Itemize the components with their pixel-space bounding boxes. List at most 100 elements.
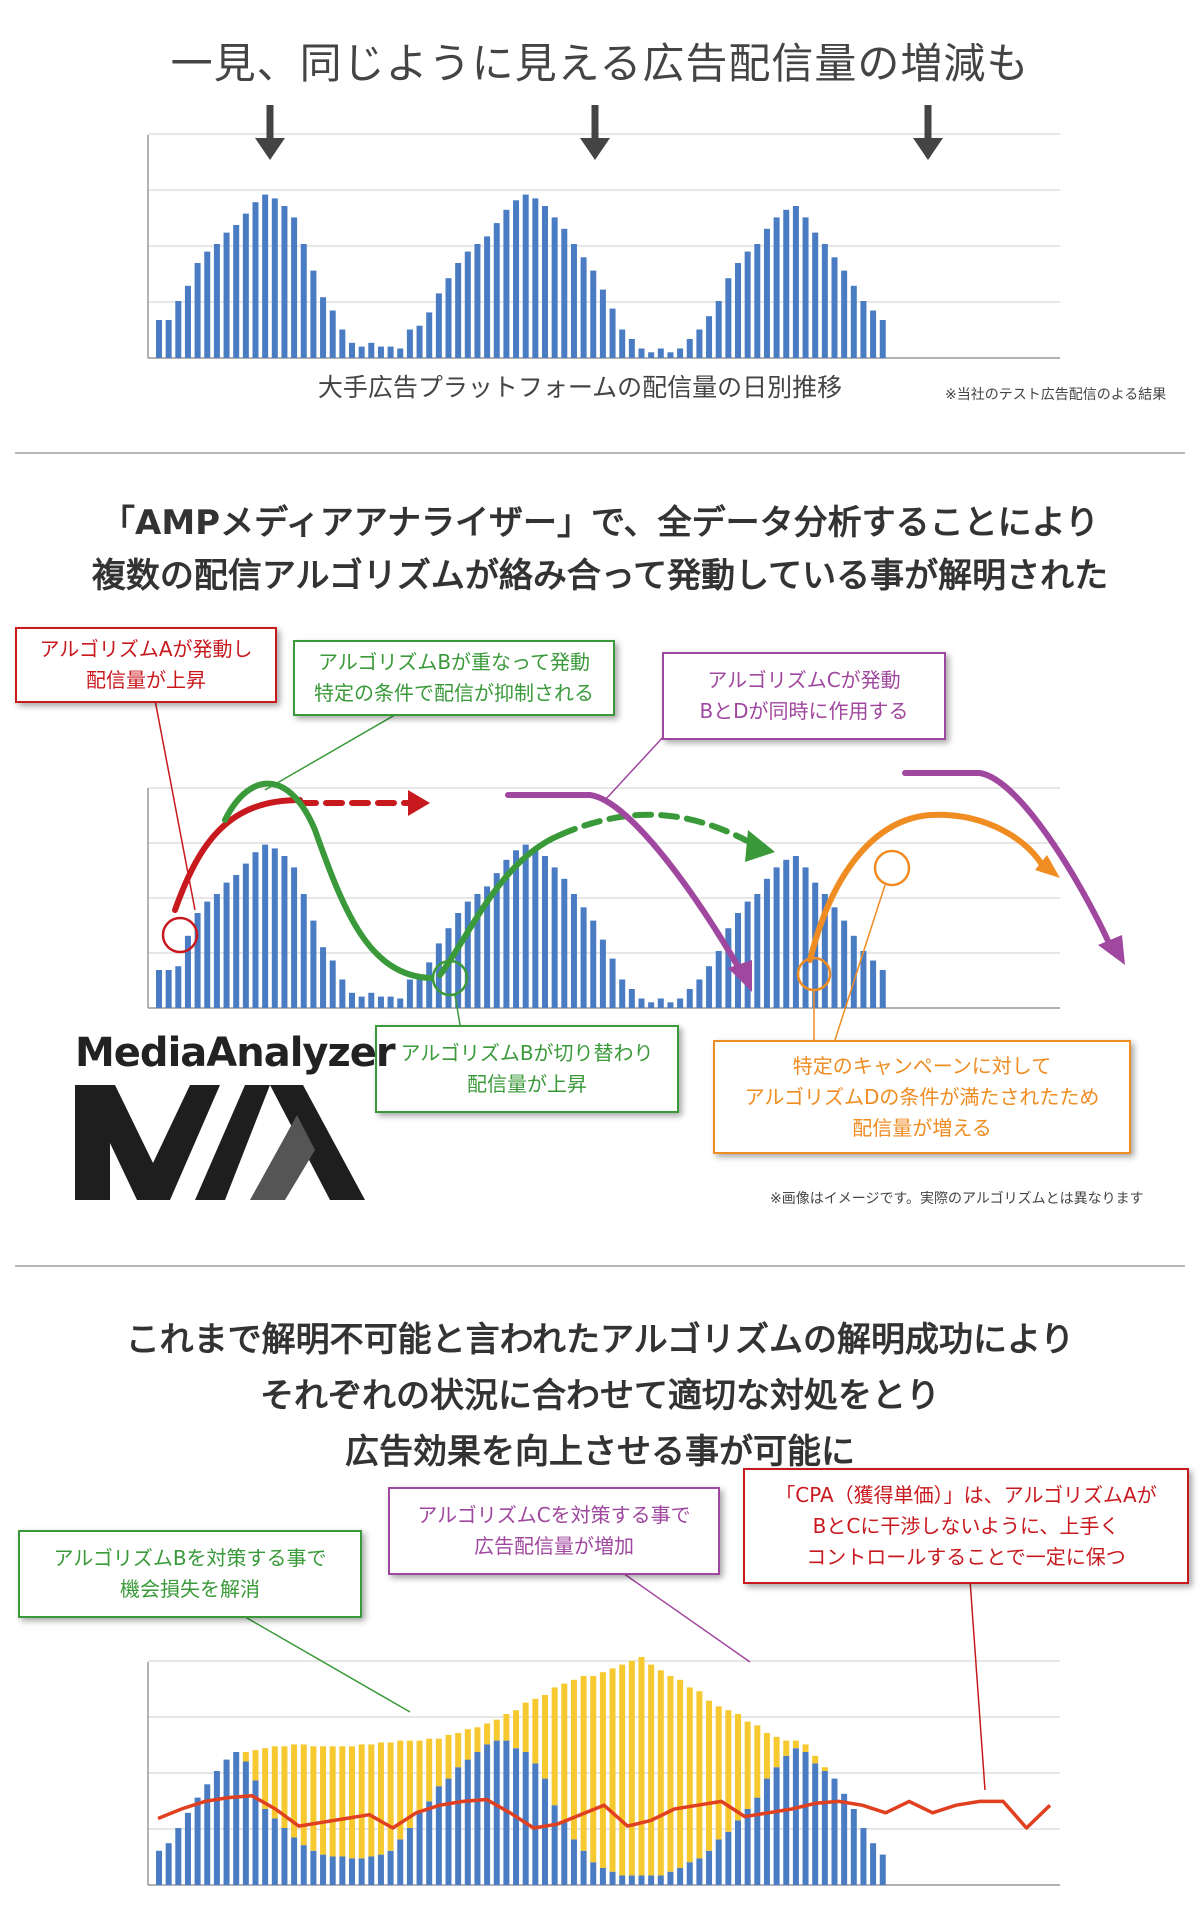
chart3-yellow-bar: [542, 1695, 548, 1779]
chart2-bar: [493, 873, 500, 1008]
algorithm-b-curve: [222, 780, 433, 981]
chart1-bar: [156, 320, 162, 358]
callout-algorithm-a-line2: 配信量が上昇: [86, 668, 206, 692]
chart3-yellow-bar: [580, 1676, 587, 1851]
callout-algorithm-d: 特定のキャンペーンに対して アルゴリズムDの条件が満たされたため 配信量が増える: [713, 1040, 1131, 1154]
chart3-blue-bar: [455, 1767, 462, 1885]
chart1-bar: [406, 329, 413, 358]
chart3-blue-bar: [580, 1850, 587, 1885]
chart2-bar: [850, 935, 857, 1008]
chart1-bar: [493, 223, 500, 358]
chart2-bar: [773, 867, 780, 1008]
chart1-bar: [223, 232, 230, 358]
chart2-bar: [349, 992, 355, 1008]
callout-algorithm-c-line2: BとDが同時に作用する: [699, 699, 909, 723]
chart1-bar: [561, 228, 568, 358]
chart1-bar: [329, 310, 336, 358]
chart3-blue-bar: [609, 1871, 616, 1885]
chart3-blue-bar: [223, 1759, 230, 1885]
chart2-bar: [792, 856, 799, 1008]
chart3-blue-bar: [802, 1752, 809, 1885]
chart1-bar: [397, 348, 404, 358]
chart3-yellow-bar: [735, 1714, 741, 1821]
chart3-yellow-bar: [648, 1664, 655, 1876]
chart3-yellow-bar: [426, 1738, 433, 1802]
chart3-yellow-bar: [551, 1687, 558, 1806]
chart3-blue-bar: [484, 1744, 491, 1885]
chart1-bar: [706, 316, 713, 358]
callout-algorithm-d-line3: 配信量が増える: [852, 1115, 992, 1140]
chart1-bar: [522, 194, 529, 358]
chart2-bar: [291, 867, 298, 1008]
chart3-blue-bar: [300, 1845, 307, 1885]
chart3-blue-bar: [233, 1752, 240, 1885]
chart3-yellow-bar: [561, 1683, 568, 1821]
callout-algorithm-b-bottom-line1: アルゴリズムBが切り替わり: [400, 1041, 654, 1065]
chart1-bar: [175, 301, 182, 358]
chart-1: [147, 105, 1060, 359]
chart1-bar: [831, 257, 838, 358]
chart2-bar: [754, 894, 761, 1008]
algorithm-c-curve-2: [902, 770, 1113, 948]
chart2-bar: [783, 859, 790, 1008]
callout-section3-algorithm-c-line2: 広告配信量が増加: [474, 1534, 634, 1558]
callout-section3-cpa-line1: 「CPA（獲得単価）」は、アルゴリズムAが: [775, 1482, 1157, 1507]
chart2-bar: [513, 850, 520, 1008]
chart2-bar: [802, 867, 809, 1008]
chart1-bar: [735, 263, 741, 358]
callout-section3-algorithm-c-line1: アルゴリズムCを対策する事で: [417, 1503, 691, 1527]
chart3-blue-bar: [252, 1780, 259, 1885]
chart1-bar: [484, 236, 491, 358]
algorithm-a-curve: [172, 797, 303, 913]
chart3-yellow-bar: [754, 1725, 761, 1798]
chart3-yellow-bar: [464, 1729, 471, 1760]
chart3-yellow-bar: [435, 1738, 442, 1787]
callout-section3-algorithm-b-line2: 機会損失を解消: [120, 1577, 260, 1601]
chart2-bar: [860, 951, 867, 1008]
chart3-yellow-bar: [358, 1744, 365, 1859]
chart1-bar: [744, 251, 751, 358]
chart1-bar: [580, 257, 587, 358]
brand-logo-text: MediaAnalyzer: [75, 1030, 396, 1076]
chart1-bar: [783, 209, 790, 358]
chart1-bar: [271, 198, 278, 358]
callout-algorithm-b-top-line2: 特定の条件で配信が抑制される: [314, 681, 594, 705]
chart3-blue-bar: [590, 1862, 597, 1885]
chart3-yellow-bar: [397, 1740, 404, 1840]
chart1-bar: [513, 200, 520, 358]
chart2-bar: [406, 979, 413, 1008]
chart1-bar: [792, 206, 799, 358]
chart2-bar: [532, 848, 539, 1008]
chart3-blue-bar: [831, 1778, 838, 1885]
chart2-bar: [377, 996, 384, 1008]
chart3-yellow-bar: [445, 1734, 452, 1779]
chart3-blue-bar: [204, 1784, 211, 1885]
algorithm-d-arrowhead-icon: [1035, 855, 1060, 878]
chart3-yellow-bar: [532, 1698, 539, 1764]
chart2-bar: [387, 996, 394, 1008]
chart2-bar: [667, 1002, 674, 1008]
chart2-bar: [397, 998, 404, 1008]
chart2-bar: [300, 894, 307, 1008]
chart2-bar: [242, 863, 249, 1008]
chart1-bar: [696, 329, 703, 358]
chart3-yellow-bar: [628, 1660, 635, 1876]
chart3-yellow-bar: [406, 1740, 413, 1828]
chart1-bar: [870, 310, 877, 358]
chart1-bar: [387, 346, 394, 358]
chart3-blue-bar: [368, 1856, 375, 1885]
chart3-yellow-bar: [493, 1719, 500, 1741]
cpa-line: [157, 1793, 1052, 1830]
chart3-yellow-bar: [657, 1670, 664, 1876]
algorithm-d-marker-circle-2: [873, 849, 911, 887]
chart-2: [147, 699, 1125, 1041]
chart3-yellow-bar: [706, 1700, 713, 1851]
chart1-bar: [242, 213, 249, 358]
chart3-blue-bar: [262, 1809, 269, 1885]
chart3-blue-bar: [416, 1812, 423, 1885]
chart1-bar: [725, 278, 732, 358]
chart3-blue-bar: [349, 1858, 355, 1885]
chart3-blue-bar: [165, 1843, 172, 1885]
chart1-bar: [599, 289, 606, 358]
chart3-blue-bar: [744, 1809, 751, 1885]
